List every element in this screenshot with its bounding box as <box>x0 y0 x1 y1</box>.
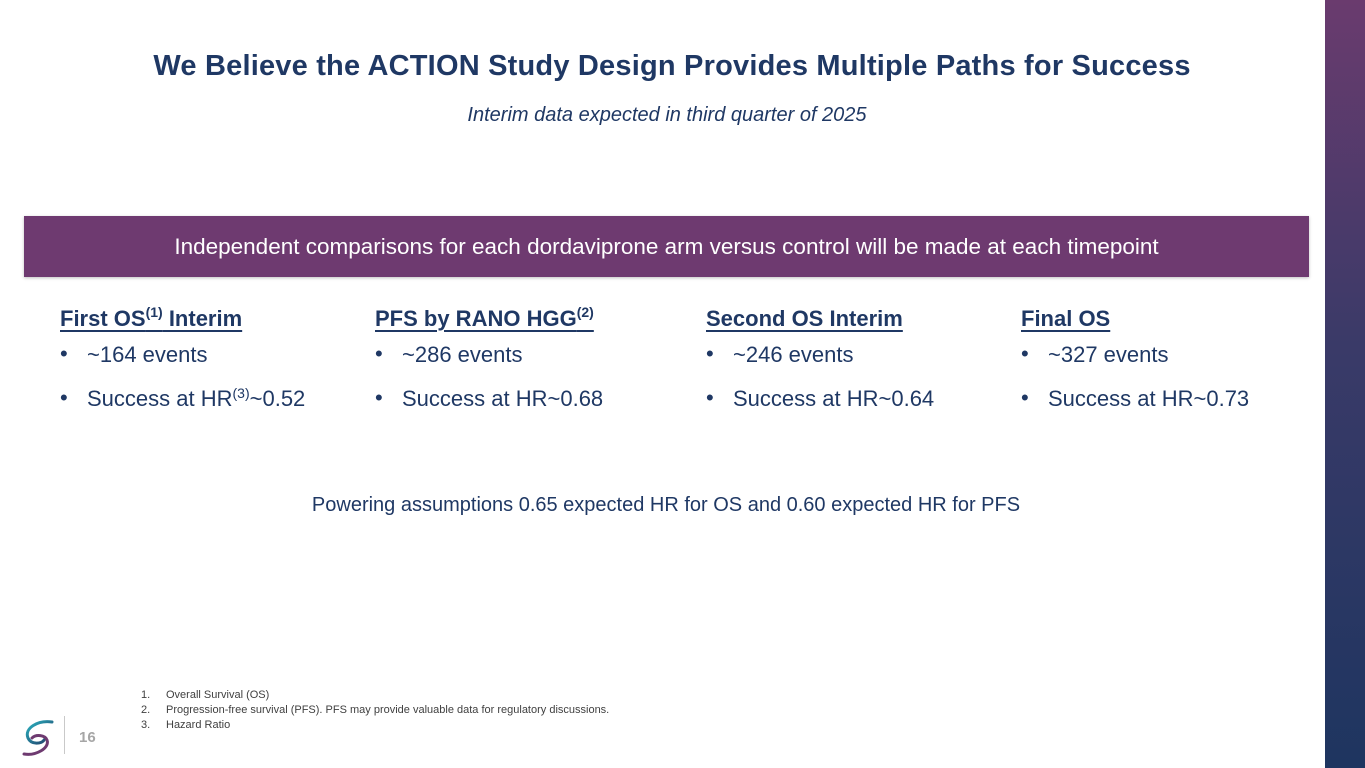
column-final-os: Final OS • ~327 events • Success at HR~0.7… <box>1021 306 1249 430</box>
list-item: • Success at HR~0.68 <box>375 385 604 411</box>
column-heading: PFS by RANO HGG(2) <box>375 304 594 331</box>
bullet-icon: • <box>706 341 714 366</box>
comparison-banner: Independent comparisons for each dordavi… <box>24 216 1309 277</box>
bullet-icon: • <box>60 341 68 366</box>
list-item: • Success at HR~0.64 <box>706 385 935 411</box>
column-heading: First OS(1) Interim <box>60 304 243 331</box>
list-item: • Success at HR~0.73 <box>1021 385 1250 411</box>
column-second-os-interim: Second OS Interim • ~246 events • Success … <box>706 306 934 430</box>
bullet-icon: • <box>60 385 68 410</box>
bullet-icon: • <box>1021 385 1029 410</box>
logo-divider <box>64 716 65 754</box>
column-heading: Second OS Interim <box>706 306 903 331</box>
banner-text: Independent comparisons for each dordavi… <box>174 233 1159 259</box>
column-first-os-interim: First OS(1) Interim • ~164 events • Succes… <box>60 304 306 430</box>
decorative-side-bar <box>1325 0 1365 768</box>
footnotes: 1. Overall Survival (OS) 2. Progression-fr… <box>141 688 609 733</box>
column-heading: Final OS <box>1021 306 1111 331</box>
footnote-item: 3. Hazard Ratio <box>141 719 231 731</box>
list-item: • ~286 events <box>375 341 523 367</box>
list-item: • ~327 events <box>1021 341 1169 367</box>
page-number: 16 <box>79 729 96 746</box>
bullet-icon: • <box>375 341 383 366</box>
bullet-icon: • <box>375 385 383 410</box>
slide-subtitle: Interim data expected in third quarter o… <box>467 104 867 126</box>
bullet-icon: • <box>1021 341 1029 366</box>
slide-title: We Believe the ACTION Study Design Provi… <box>153 50 1191 82</box>
footnote-item: 1. Overall Survival (OS) <box>141 689 270 701</box>
bullet-icon: • <box>706 385 714 410</box>
list-item: • ~164 events <box>60 341 208 367</box>
company-logo-icon <box>22 720 54 756</box>
list-item: • Success at HR(3)~0.52 <box>60 385 306 411</box>
column-pfs-rano-hgg: PFS by RANO HGG(2) • ~286 events • Success… <box>375 304 604 430</box>
footnote-item: 2. Progression-free survival (PFS). PFS m… <box>141 704 610 716</box>
powering-assumptions-note: Powering assumptions 0.65 expected HR fo… <box>311 494 1021 516</box>
list-item: • ~246 events <box>706 341 854 367</box>
